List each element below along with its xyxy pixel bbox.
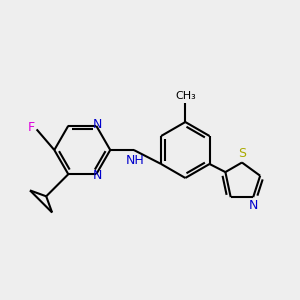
Text: CH₃: CH₃ — [175, 92, 196, 101]
Text: N: N — [93, 169, 102, 182]
Text: NH: NH — [126, 154, 145, 167]
Text: N: N — [93, 118, 102, 131]
Text: F: F — [28, 122, 35, 134]
Text: N: N — [248, 199, 258, 212]
Text: S: S — [238, 147, 247, 160]
